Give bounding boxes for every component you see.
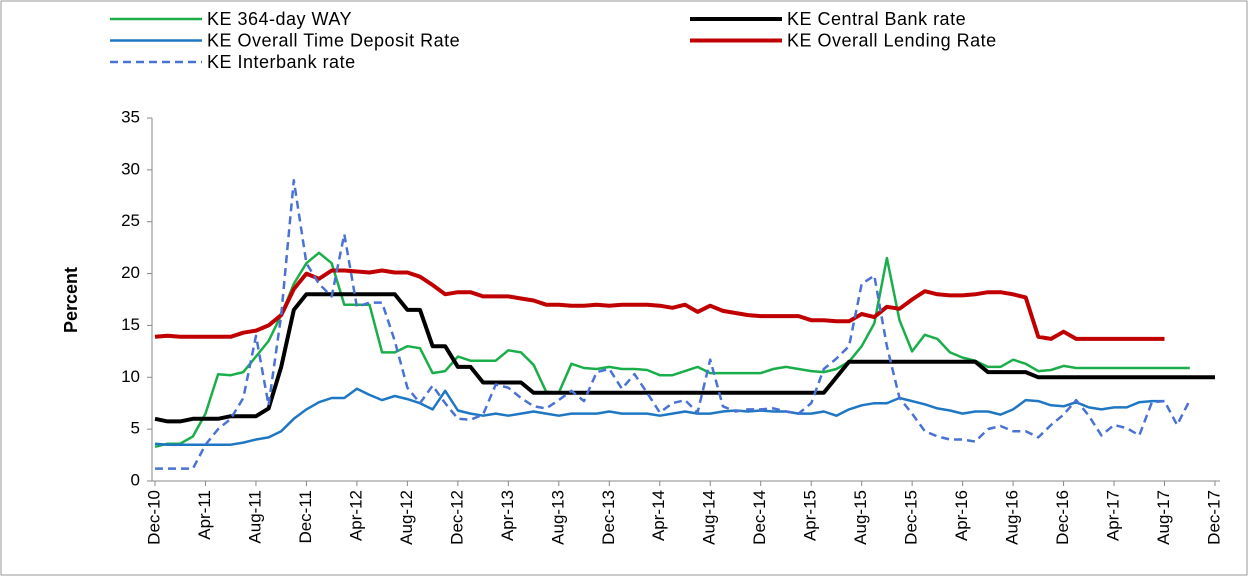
series-line [154, 251, 1190, 449]
x-tick-label: Apr-13 [498, 490, 517, 541]
x-tick-label: Dec-16 [1053, 490, 1072, 545]
x-tick-label: Apr-14 [649, 490, 668, 541]
y-tick-label: 30 [121, 159, 140, 178]
x-tick-label: Apr-16 [952, 490, 971, 541]
legend-label: KE Interbank rate [207, 52, 356, 72]
x-tick-label: Dec-11 [296, 490, 315, 544]
series-line [154, 268, 1165, 341]
legend-label: KE Overall Time Deposit Rate [207, 30, 460, 50]
x-tick-label: Aug-11 [245, 490, 264, 544]
x-tick-label: Dec-10 [144, 490, 163, 545]
y-tick-label: 0 [131, 470, 140, 489]
x-tick-label: Dec-12 [447, 490, 466, 545]
y-axis-label: Percent [61, 267, 81, 333]
x-tick-label: Apr-15 [801, 490, 820, 541]
y-tick-label: 5 [131, 419, 140, 438]
legend-label: KE Central Bank rate [787, 9, 966, 29]
x-tick-label: Apr-11 [195, 490, 214, 540]
x-tick-label: Aug-17 [1154, 490, 1173, 545]
x-tick-label: Aug-14 [700, 490, 719, 545]
x-tick-label: Dec-15 [902, 490, 921, 545]
x-tick-label: Dec-17 [1204, 490, 1223, 545]
y-tick-label: 10 [121, 367, 140, 386]
series-line [154, 387, 1165, 446]
x-tick-label: Dec-13 [599, 490, 618, 545]
x-tick-label: Aug-15 [851, 490, 870, 545]
y-tick-label: 20 [121, 263, 140, 282]
x-tick-label: Aug-16 [1003, 490, 1022, 545]
y-tick-label: 15 [121, 315, 140, 334]
x-tick-label: Dec-14 [750, 490, 769, 545]
series-line [155, 178, 1191, 470]
y-tick-label: 35 [121, 107, 140, 126]
x-tick-label: Aug-13 [548, 490, 567, 545]
x-tick-label: Aug-12 [397, 490, 416, 545]
legend-label: KE Overall Lending Rate [787, 30, 997, 50]
y-tick-label: 25 [121, 211, 140, 230]
x-tick-label: Apr-12 [346, 490, 365, 541]
x-tick-label: Apr-17 [1104, 490, 1123, 541]
legend-label: KE 364-day WAY [207, 9, 352, 29]
